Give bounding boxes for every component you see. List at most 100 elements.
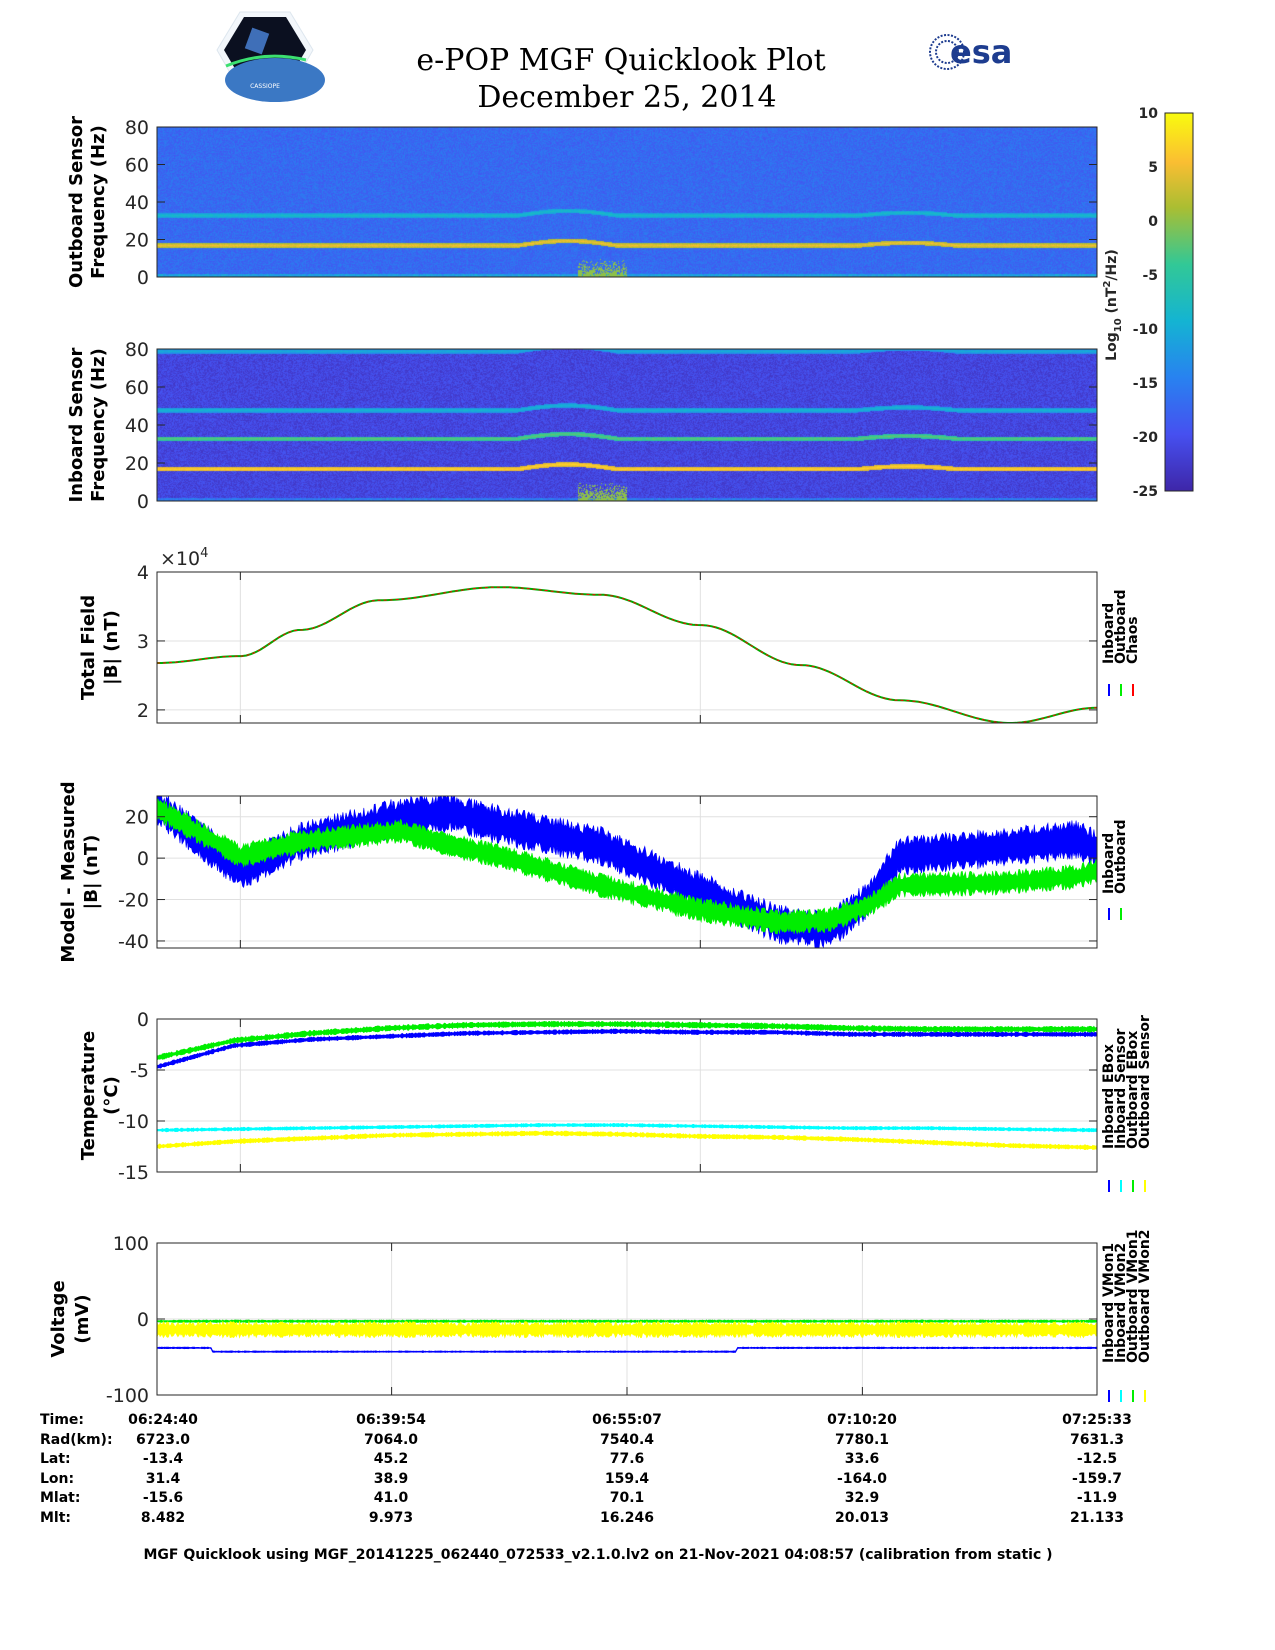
y-tick-label: 40 <box>125 415 149 437</box>
series-band-outboard-sensor <box>157 1131 1097 1150</box>
colorbar: 1050-5-10-15-20-25Log10 (nT2/Hz) <box>1102 106 1193 500</box>
table-row-label: Time: <box>40 1412 84 1428</box>
plot-frame <box>157 572 1097 723</box>
legend-label: Chaos <box>1125 616 1141 664</box>
y-tick-label: -5 <box>130 1060 149 1082</box>
table-cell: -15.6 <box>143 1490 183 1506</box>
plot-frame <box>157 127 1097 277</box>
table-cell: 7064.0 <box>364 1432 418 1448</box>
y-axis-label: Outboard Sensor <box>66 116 87 288</box>
y-multiplier: ×104 <box>160 546 208 570</box>
legend-label: Outboard Sensor <box>1137 1015 1153 1149</box>
outboard-spectrogram: 0 20 40 60 80 Outboard Sensor Frequency (Hz) <box>66 116 1097 289</box>
y-axis-label: Temperature <box>78 1031 99 1160</box>
y-tick-label: -15 <box>118 1162 149 1184</box>
y-tick-label: 20 <box>125 230 149 252</box>
table-cell: 20.013 <box>835 1510 889 1526</box>
voltage-panel: -100 0 100 Voltage (mV) Inboard VMon1Inboard … <box>48 1229 1153 1407</box>
y-tick-label: 2 <box>137 700 149 722</box>
y-tick-label: 100 <box>113 1233 149 1255</box>
table-row-label: Mlt: <box>40 1510 71 1526</box>
table-cell: -164.0 <box>837 1471 887 1487</box>
plot-date: December 25, 2014 <box>477 80 776 115</box>
legend: Inboard VMon1Inboard VMon2Outboard VMon1… <box>1101 1229 1153 1402</box>
legend: InboardOutboard <box>1101 819 1129 920</box>
colorbar-tick-label: 0 <box>1148 214 1158 230</box>
temperature-panel: -15 -10 -5 0 Temperature (°C) Inboard EBoxInbo… <box>78 1009 1153 1192</box>
y-tick-label: 0 <box>137 267 149 289</box>
table-cell: 21.133 <box>1070 1510 1124 1526</box>
orbit-table: Time: Rad(km): Lat: Lon: Mlat: Mlt: 06:24:40 67… <box>40 1412 1132 1526</box>
table-cell: 07:25:33 <box>1062 1412 1132 1428</box>
y-tick-label: -40 <box>118 931 149 953</box>
table-cell: -159.7 <box>1072 1471 1122 1487</box>
y-axis-label: (°C) <box>101 1076 122 1115</box>
colorbar-tick-label: -20 <box>1133 430 1159 446</box>
table-cell: 45.2 <box>374 1451 409 1467</box>
series-band-inboard-sensor <box>157 1123 1097 1132</box>
y-tick-label: 4 <box>137 562 149 584</box>
table-cell: -12.5 <box>1077 1451 1117 1467</box>
y-tick-label: 80 <box>125 339 149 361</box>
colorbar-tick-label: 5 <box>1148 160 1158 176</box>
model-minus-measured-panel: -40-20020Model - Measured |B| (nT) Inboard… <box>58 781 1129 962</box>
esa-logo-text: esa <box>950 33 1012 71</box>
table-row-label: Rad(km): <box>40 1432 113 1448</box>
series-group <box>157 587 1097 723</box>
y-tick-label: 0 <box>137 491 149 513</box>
table-cell: 8.482 <box>141 1510 185 1526</box>
plot-title: e-POP MGF Quicklook Plot <box>416 43 825 78</box>
series-line-outboard <box>157 587 1097 723</box>
inboard-spectrogram: 0 20 40 60 80 Inboard Sensor Frequency (Hz) <box>66 339 1097 513</box>
y-tick-label: 0 <box>137 1309 149 1331</box>
table-cell: 06:55:07 <box>592 1412 662 1428</box>
colorbar-label-part: 10 <box>1113 318 1124 332</box>
y-axis-label: Frequency (Hz) <box>88 125 109 279</box>
table-cell: -11.9 <box>1077 1490 1117 1506</box>
table-row-label: Lat: <box>40 1451 71 1467</box>
table-cell: 16.246 <box>600 1510 654 1526</box>
colorbar-gradient <box>1165 113 1193 491</box>
y-tick-label: 20 <box>125 453 149 475</box>
table-cell: 7780.1 <box>835 1432 889 1448</box>
series-band-inboard <box>157 789 1097 948</box>
legend-label: Outboard <box>1113 819 1129 894</box>
series-group <box>157 1021 1097 1150</box>
y-axis-label: |B| (nT) <box>101 610 122 685</box>
y-tick-label: -20 <box>118 890 149 912</box>
colorbar-label-part: 2 <box>1102 281 1113 288</box>
table-row-label: Mlat: <box>40 1490 80 1506</box>
colorbar-label-part: (nT <box>1104 287 1120 318</box>
table-cell: 41.0 <box>374 1490 409 1506</box>
y-tick-label: 3 <box>137 631 149 653</box>
table-cell: 9.973 <box>369 1510 413 1526</box>
multiplier-exp: 4 <box>200 546 208 561</box>
table-cell: -13.4 <box>143 1451 184 1467</box>
series-band-outboard-vmon1 <box>157 1320 1097 1323</box>
table-cell: 38.9 <box>374 1471 409 1487</box>
y-tick-label: 80 <box>125 117 149 139</box>
colorbar-label: Log10 (nT2/Hz) <box>1102 249 1124 361</box>
y-axis-label: Inboard Sensor <box>66 347 87 502</box>
y-tick-label: 0 <box>137 1009 149 1031</box>
y-tick-label: 0 <box>137 848 149 870</box>
table-cell: 32.9 <box>845 1490 880 1506</box>
table-row-label: Lon: <box>40 1471 74 1487</box>
footer-caption: MGF Quicklook using MGF_20141225_062440_… <box>143 1547 1052 1563</box>
y-tick-label: 60 <box>125 155 149 177</box>
table-cell: 31.4 <box>146 1471 181 1487</box>
colorbar-tick-label: -5 <box>1142 268 1158 284</box>
series-line-chaos <box>157 587 1097 723</box>
multiplier-base: ×10 <box>160 548 200 570</box>
y-axis-label: Voltage <box>48 1280 69 1357</box>
table-cell: 06:39:54 <box>356 1412 426 1428</box>
table-cell: 07:10:20 <box>827 1412 897 1428</box>
table-cell: 70.1 <box>610 1490 645 1506</box>
table-cell: 7540.4 <box>600 1432 654 1448</box>
legend: InboardOutboardChaos <box>1101 589 1141 696</box>
y-tick-label: 60 <box>125 377 149 399</box>
y-axis-label: Model - Measured <box>58 781 79 962</box>
y-axis-label: Frequency (Hz) <box>88 348 109 502</box>
table-cell: 33.6 <box>845 1451 880 1467</box>
legend-label: Outboard VMon2 <box>1137 1229 1153 1363</box>
